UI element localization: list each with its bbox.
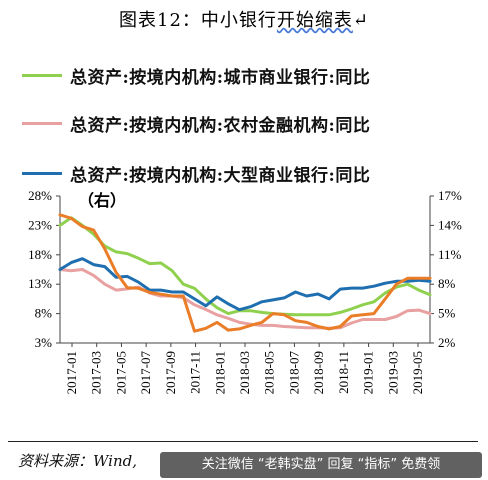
watermark-banner: 关注微信 “老韩实盘” 回复 “指标” 免费领 bbox=[160, 452, 482, 478]
x-tick-label: 2018-09 bbox=[311, 351, 326, 394]
left-tick-label: 28% bbox=[28, 188, 52, 203]
legend-label: 总资产:按境内机构:农村金融机构:同比 bbox=[70, 115, 371, 136]
legend-swatch bbox=[22, 121, 62, 125]
legend-label: 总资产:按境内机构:大型商业银行:同比 bbox=[70, 165, 371, 186]
right-tick-label: 5% bbox=[438, 306, 456, 321]
right-tick-label: 11% bbox=[438, 247, 462, 262]
series-line-3 bbox=[58, 257, 432, 312]
left-tick-label: 3% bbox=[35, 335, 53, 350]
x-tick-label: 2019-03 bbox=[385, 351, 400, 394]
left-tick-label: 8% bbox=[35, 306, 53, 321]
right-tick-label: 8% bbox=[438, 276, 456, 291]
source-divider bbox=[8, 441, 478, 442]
legend-swatch bbox=[22, 171, 62, 175]
x-tick-label: 2017-11 bbox=[188, 351, 203, 394]
legend-item: 总资产:按境内机构:城市商业银行:同比 bbox=[22, 60, 370, 90]
legend-item: 总资产:按境内机构:农村金融机构:同比 bbox=[22, 108, 370, 138]
left-tick-label: 13% bbox=[28, 276, 52, 291]
x-tick-label: 2017-09 bbox=[163, 351, 178, 394]
right-axis-annotation: （右） bbox=[78, 191, 126, 210]
series-line-4 bbox=[58, 213, 432, 333]
chart-title-underlined: 开始缩表 bbox=[276, 10, 353, 31]
x-tick-label: 2018-07 bbox=[286, 351, 301, 395]
x-tick-label: 2018-05 bbox=[262, 351, 277, 394]
source-note: 资料来源：Wind, bbox=[18, 452, 137, 470]
chart-title-main: 图表12：中小银行 bbox=[119, 10, 277, 31]
right-tick-label: 2% bbox=[438, 335, 456, 350]
x-tick-label: 2017-05 bbox=[113, 351, 128, 394]
chart-title: 图表12：中小银行开始缩表↵ bbox=[0, 6, 488, 32]
x-tick-label: 2018-03 bbox=[237, 351, 252, 394]
legend-item: 总资产:按境内机构:大型商业银行:同比 bbox=[22, 158, 370, 188]
series-line-1 bbox=[58, 216, 432, 317]
x-tick-label: 2019-05 bbox=[410, 351, 425, 394]
x-tick-label: 2017-01 bbox=[64, 351, 79, 394]
x-tick-label: 2018-11 bbox=[336, 351, 351, 394]
return-mark: ↵ bbox=[352, 10, 369, 31]
left-tick-label: 23% bbox=[28, 217, 52, 232]
right-tick-label: 14% bbox=[438, 217, 462, 232]
x-tick-label: 2019-01 bbox=[361, 351, 376, 394]
legend-swatch bbox=[22, 73, 62, 77]
x-tick-label: 2017-07 bbox=[138, 351, 153, 395]
x-tick-label: 2018-01 bbox=[212, 351, 227, 394]
line-chart: 3% 8% 13% 18% 23% 28% 2% 5% 8% 11% 14% 17% 2017-01 20… bbox=[28, 188, 462, 395]
series-line-2 bbox=[58, 268, 432, 330]
left-tick-label: 18% bbox=[28, 247, 52, 262]
legend-label: 总资产:按境内机构:城市商业银行:同比 bbox=[70, 67, 371, 88]
right-tick-label: 17% bbox=[438, 188, 462, 203]
x-tick-label: 2017-03 bbox=[89, 351, 104, 394]
